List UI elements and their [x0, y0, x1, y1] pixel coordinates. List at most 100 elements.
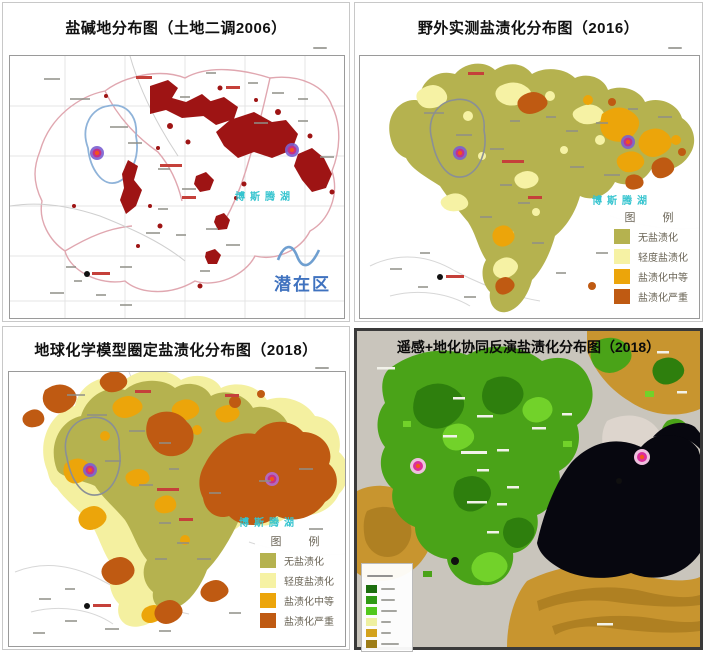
legend-item [366, 618, 408, 626]
scale-note-illegible [313, 47, 327, 49]
map-svg-2018-model [14, 372, 345, 634]
lake-name-label: 博斯腾湖 [592, 196, 652, 207]
legend-title-illegible [367, 575, 393, 577]
legend-swatch [614, 289, 630, 304]
legend-box: 图 例 无盐渍化 轻度盐渍化 盐渍化中等 盐渍化严重 [255, 530, 345, 637]
legend-item [366, 629, 408, 637]
map-area: 博斯腾湖 图 例 无盐渍化 轻度盐渍化 盐渍化中等 盐渍化严重 [359, 55, 700, 319]
map-microlabels [390, 108, 672, 298]
map-svg-2006 [10, 56, 344, 318]
legend-swatch [366, 629, 377, 637]
site-marker-west [83, 463, 97, 477]
legend-item [366, 585, 408, 593]
map-microlabels [44, 72, 334, 306]
panel-title: 野外实测盐渍化分布图（2016） [417, 20, 640, 37]
legend-swatch [260, 593, 276, 608]
landmass-no-salinization [53, 380, 288, 610]
legend-swatch [260, 613, 276, 628]
legend-label-illegible [381, 610, 397, 612]
map-red-labels [93, 390, 239, 607]
panel-title: 盐碱地分布图（土地二调2006） [65, 20, 287, 37]
lake-arm [653, 422, 700, 449]
panel-remote-sensing-2018: 遥感+地化协同反演盐渍化分布图（2018） [354, 328, 703, 652]
moderate-salinization-patches [492, 95, 681, 247]
legend-swatch [366, 618, 377, 626]
site-marker-west [410, 458, 426, 474]
basin-outline [429, 98, 486, 178]
scale-note-illegible [315, 367, 329, 369]
legend-item: 盐渍化中等 [614, 269, 696, 284]
legend-item: 无盐渍化 [614, 229, 696, 244]
legend-label-illegible [381, 621, 391, 623]
dark-spot [616, 478, 622, 484]
legend-swatch [614, 249, 630, 264]
legend-item: 盐渍化严重 [614, 289, 696, 304]
potential-area-curve [276, 245, 321, 267]
legend-item: 轻度盐渍化 [260, 573, 342, 588]
legend-item [366, 596, 408, 604]
saline-patches [72, 80, 335, 289]
legend-swatch [614, 229, 630, 244]
legend-box [361, 563, 413, 652]
map-microlabels-white [377, 351, 687, 626]
legend-label: 无盐渍化 [284, 557, 324, 568]
map-area: 博斯腾湖 图 例 无盐渍化 轻度盐渍化 盐渍化中等 盐渍化严重 [8, 371, 346, 647]
legend-item: 盐渍化严重 [260, 613, 342, 628]
legend-label: 轻度盐渍化 [638, 253, 688, 264]
lake-bosten [537, 433, 700, 578]
site-marker-west [453, 146, 467, 160]
legend-item [366, 607, 408, 615]
legend-label-illegible [381, 643, 399, 645]
legend-title: 图 例 [624, 212, 686, 224]
legend-swatch [260, 553, 276, 568]
lake-name-label: 博斯腾湖 [235, 192, 295, 203]
legend-label: 盐渍化中等 [284, 597, 334, 608]
legend-swatch [260, 573, 276, 588]
legend-title: 图 例 [270, 536, 332, 548]
map-microlabels [33, 394, 323, 634]
city-dot [437, 274, 443, 280]
map-red-labels [446, 72, 542, 278]
dark-spot [451, 557, 459, 565]
basin-outline [64, 416, 121, 496]
panel-title: 遥感+地化协同反演盐渍化分布图（2018） [396, 339, 661, 355]
legend-label: 轻度盐渍化 [284, 577, 334, 588]
panel-geochemical-model-2018: 地球化学模型圈定盐渍化分布图（2018） [2, 326, 350, 650]
severe-salinization-patches [495, 92, 686, 295]
desert-ridge-stripes [363, 506, 700, 635]
legend-label: 盐渍化中等 [638, 273, 688, 284]
light-salinization-patches [416, 82, 665, 279]
panel-field-measured-2016: 野外实测盐渍化分布图（2016） [354, 2, 703, 322]
legend-item [366, 640, 408, 648]
lake-outline [84, 104, 138, 184]
legend-label: 盐渍化严重 [284, 617, 334, 628]
site-marker-east [265, 472, 279, 486]
map-area: 博斯腾湖 潜在区 [9, 55, 345, 319]
legend-swatch [366, 596, 377, 604]
city-dot [84, 603, 90, 609]
legend-label: 无盐渍化 [638, 233, 678, 244]
legend-label: 盐渍化严重 [638, 293, 688, 304]
panel-title: 地球化学模型圈定盐渍化分布图（2018） [34, 342, 318, 359]
map-svg-2016 [369, 63, 699, 313]
potential-area-label: 潜在区 [274, 275, 331, 294]
site-marker-east [634, 449, 650, 465]
legend-label-illegible [381, 632, 391, 634]
site-marker-east [621, 135, 635, 149]
legend-label-illegible [381, 588, 395, 590]
legend-swatch [614, 269, 630, 284]
legend-swatch [366, 585, 377, 593]
city-dot [84, 271, 90, 277]
legend-item: 无盐渍化 [260, 553, 342, 568]
lake-name-label: 博斯腾湖 [239, 518, 299, 529]
map-svg-2018-rs [357, 331, 700, 647]
legend-swatch [366, 607, 377, 615]
legend-swatch [366, 640, 377, 648]
panel-saline-land-2006: 盐碱地分布图（土地二调2006） [2, 2, 350, 322]
site-marker-east [285, 143, 299, 157]
map-red-labels [92, 76, 240, 275]
legend-label-illegible [381, 599, 395, 601]
legend-item: 轻度盐渍化 [614, 249, 696, 264]
scale-note-illegible [668, 47, 682, 49]
legend-item: 盐渍化中等 [260, 593, 342, 608]
